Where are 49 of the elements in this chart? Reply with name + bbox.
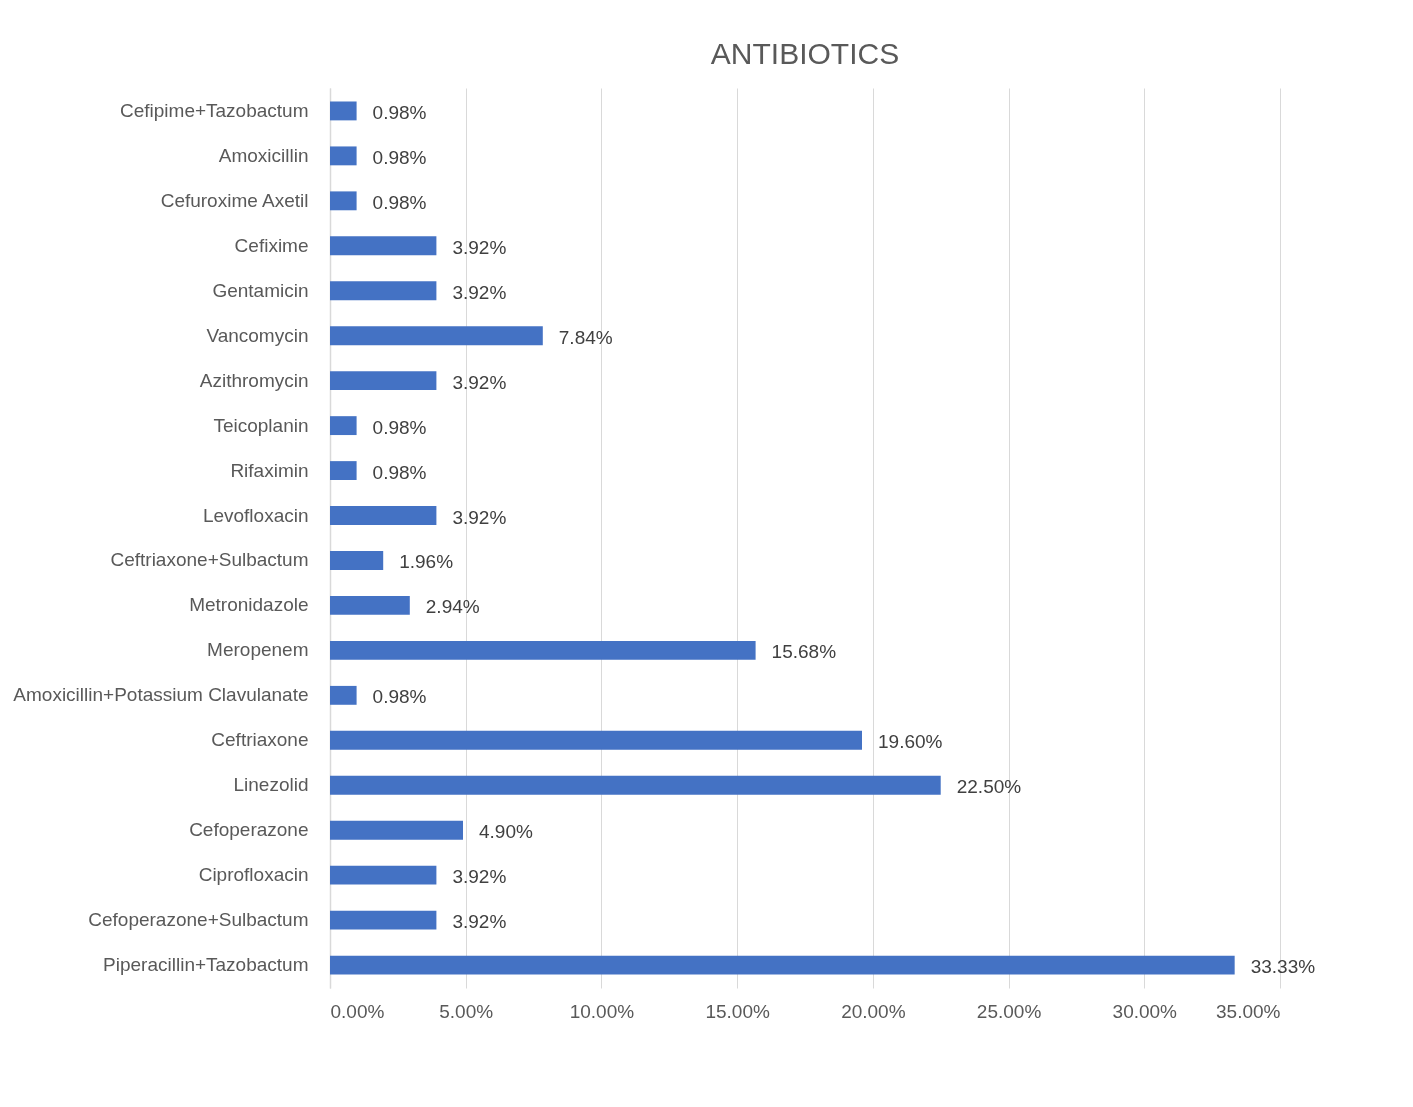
y-tick-label: Teicoplanin [213,414,309,436]
data-label: 0.98% [372,101,427,123]
data-label: 3.92% [452,506,507,528]
y-tick-label: Vancomycin [206,324,309,346]
y-tick-label: Metronidazole [189,594,309,616]
data-label: 3.92% [452,236,507,258]
data-label: 33.33% [1250,956,1316,978]
data-label: 0.98% [372,146,427,168]
data-label: 3.92% [452,371,507,393]
data-label: 0.98% [372,686,427,708]
data-label: 0.98% [372,416,427,438]
data-label: 15.68% [771,641,837,663]
y-tick-label: Amoxicillin [218,144,309,166]
data-label: 7.84% [558,326,613,348]
x-tick-label: 30.00% [1112,1000,1178,1022]
y-tick-label: Ceftriaxone+Sulbactum [110,549,309,571]
y-tick-label: Ciprofloxacin [198,864,309,886]
data-label: 22.50% [956,776,1022,798]
y-tick-label: Cefixime [234,234,309,256]
y-tick-label: Rifaximin [230,459,309,481]
x-tick-label: 10.00% [569,1000,635,1022]
data-label: 0.98% [372,191,427,213]
y-tick-label: Amoxicillin+Potassium Clavulanate [13,684,309,706]
data-label: 3.92% [452,281,507,303]
x-tick-label: 25.00% [976,1000,1042,1022]
data-label: 19.60% [878,731,943,753]
x-tick-label: 35.00% [1216,1000,1281,1022]
y-tick-label: Cefipime+Tazobactum [119,99,309,121]
data-label: 3.92% [452,866,507,888]
x-tick-label: 20.00% [841,1000,906,1022]
y-tick-label: Meropenem [207,639,309,661]
data-label: 1.96% [399,551,454,573]
data-label: 2.94% [425,596,480,618]
y-tick-label: Cefuroxime Axetil [160,189,309,211]
y-tick-label: Cefoperazone+Sulbactum [88,909,309,931]
x-tick-label: 0.00% [330,1000,385,1022]
x-tick-label: 15.00% [705,1000,770,1022]
y-tick-label: Gentamicin [212,279,309,301]
data-label: 0.98% [372,461,427,483]
y-tick-label: Ceftriaxone [211,729,309,751]
x-tick-label: 5.00% [439,1000,494,1022]
y-tick-label: Cefoperazone [189,819,309,841]
data-label: 4.90% [479,821,533,843]
chart-title: ANTIBIOTICS [710,37,900,70]
y-tick-label: Linezolid [233,774,309,796]
y-tick-label: Azithromycin [199,369,309,391]
data-label: 3.92% [452,911,507,933]
y-tick-label: Levofloxacin [202,504,309,526]
y-tick-label: Piperacillin+Tazobactum [103,954,309,976]
